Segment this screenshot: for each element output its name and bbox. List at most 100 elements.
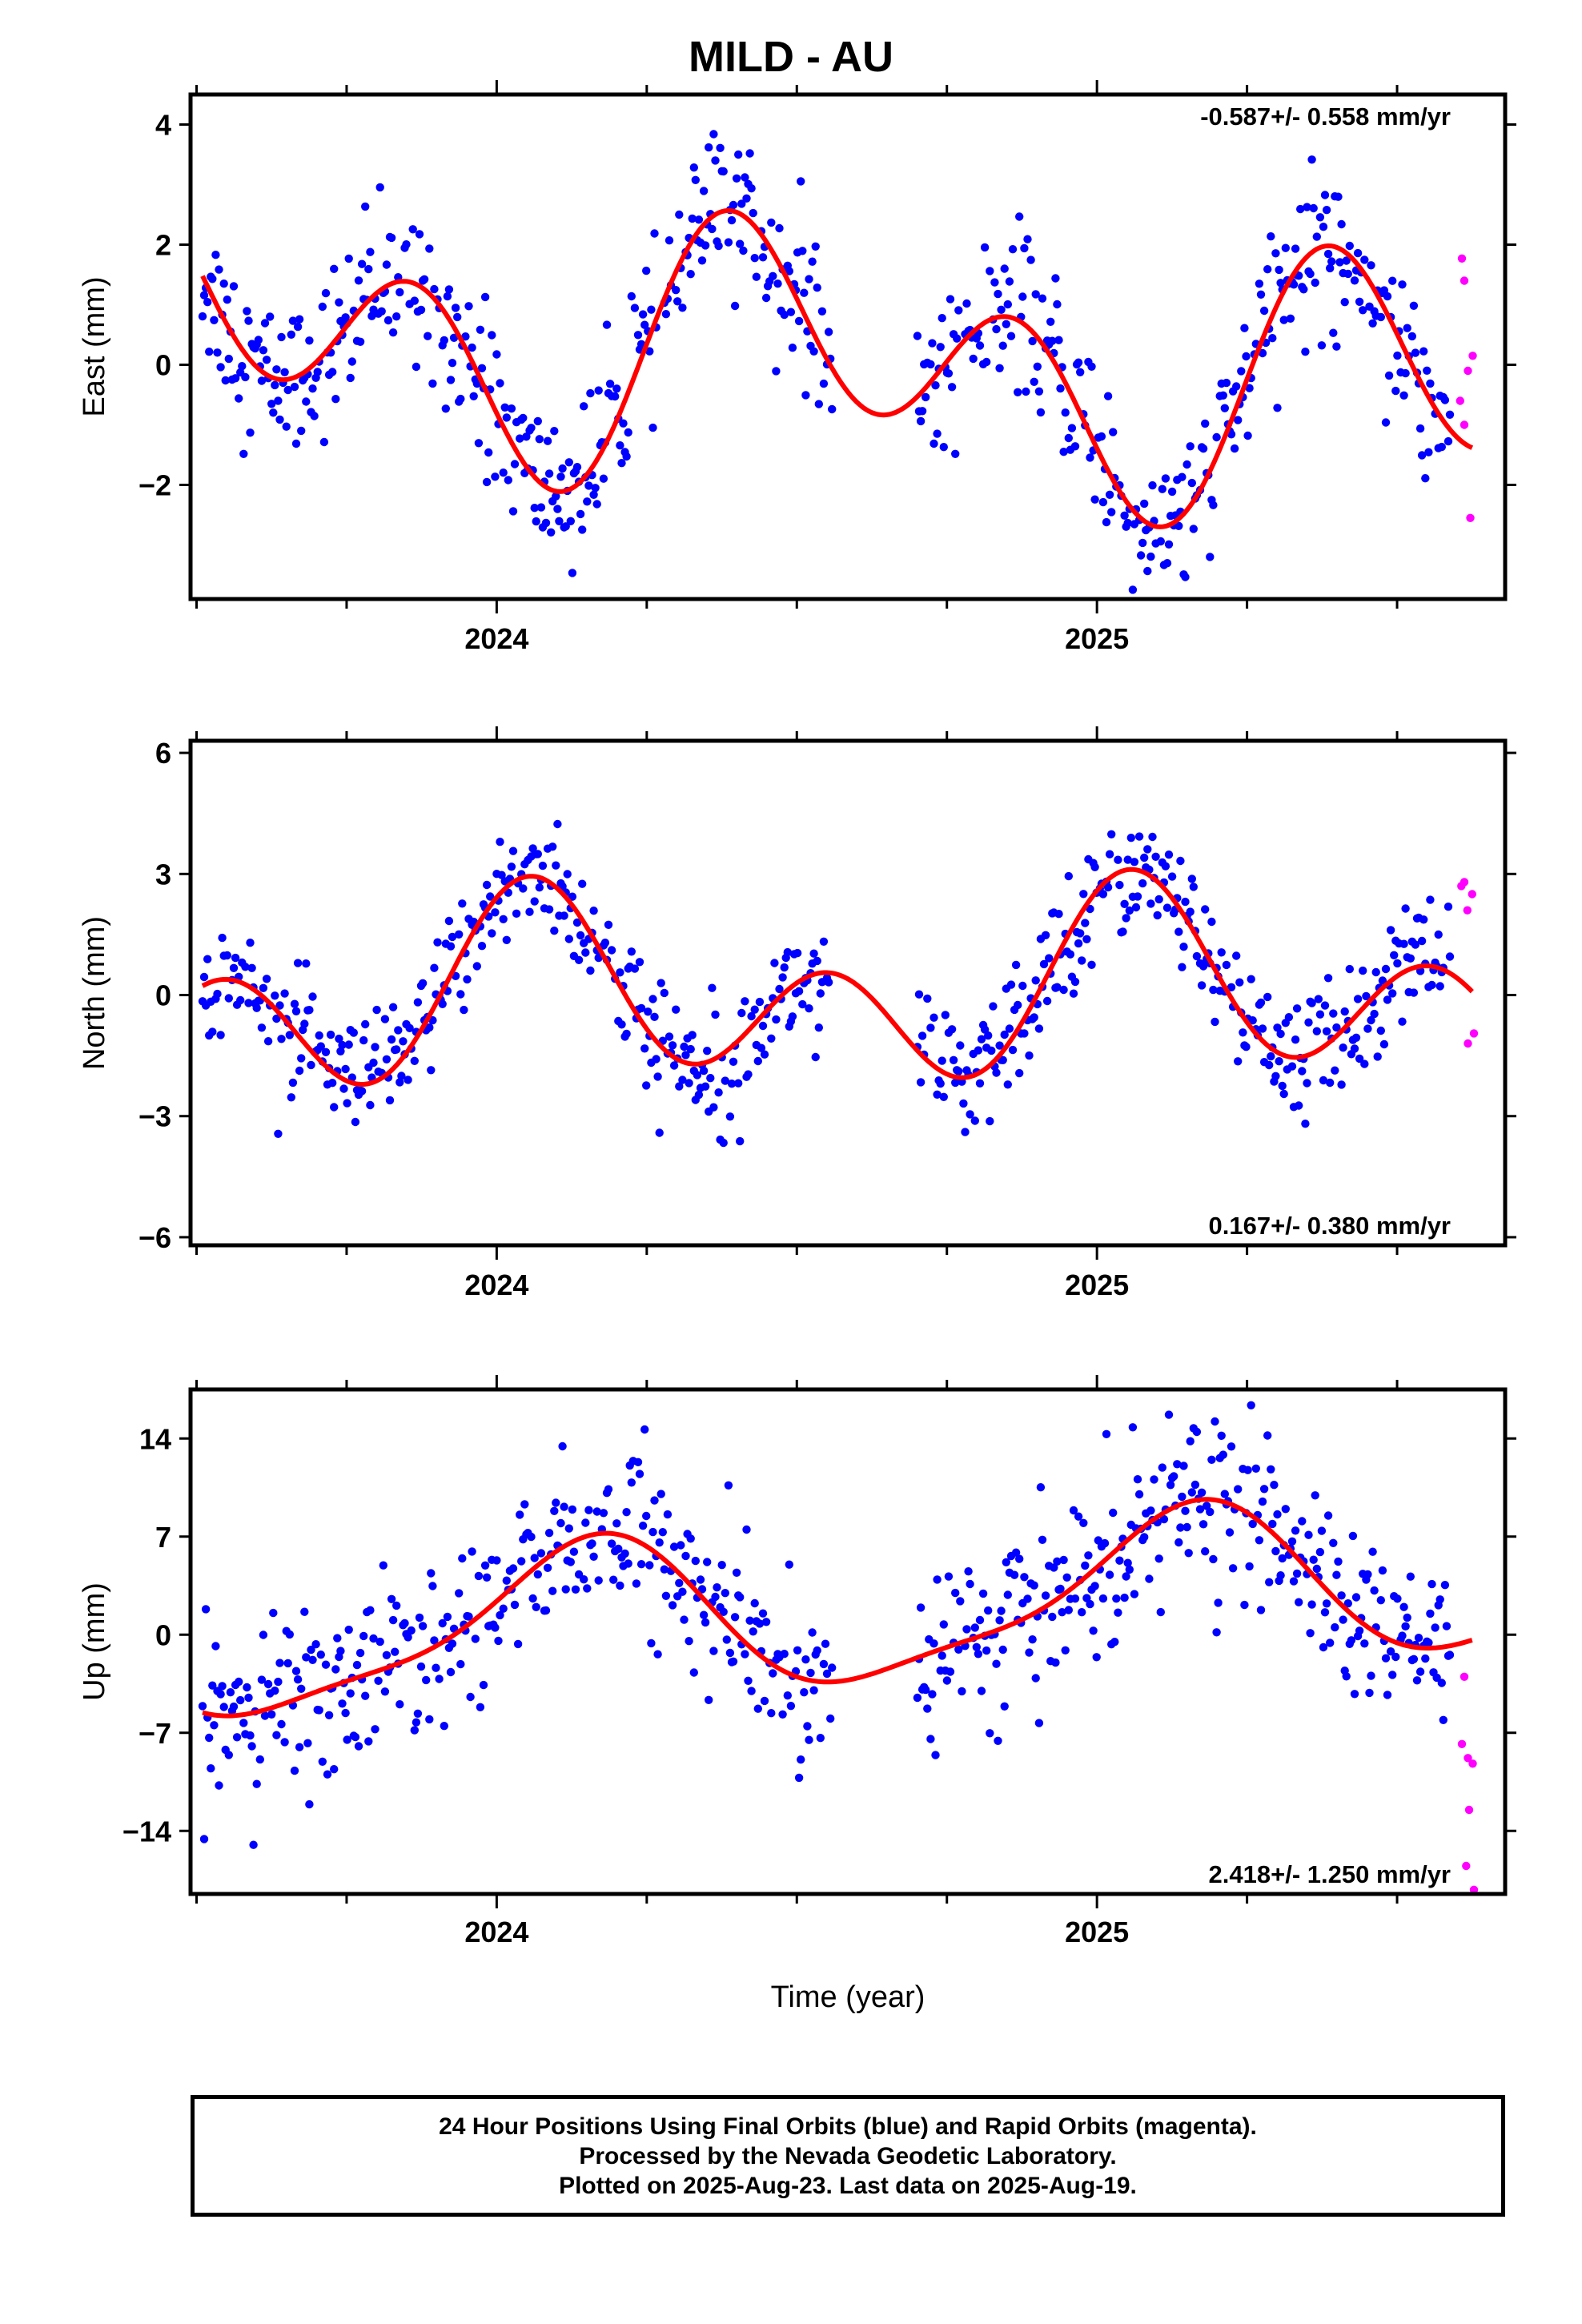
north-final-point xyxy=(359,1035,368,1045)
north-final-point xyxy=(280,989,289,998)
up-final-point xyxy=(703,1558,712,1566)
up-final-point xyxy=(1409,1655,1419,1663)
east-final-point xyxy=(761,293,771,303)
up-final-point xyxy=(809,1686,818,1695)
north-final-point xyxy=(287,1093,295,1102)
east-final-point xyxy=(599,474,608,483)
up-final-point xyxy=(482,1573,492,1582)
east-final-point xyxy=(1090,495,1099,504)
up-final-point xyxy=(323,1770,332,1779)
east-final-point xyxy=(1120,511,1129,520)
up-final-point xyxy=(995,1616,1004,1625)
north-final-point xyxy=(502,935,511,945)
east-final-point xyxy=(1303,203,1311,211)
up-final-point xyxy=(609,1575,618,1584)
y-tick-label: −6 xyxy=(139,1221,171,1254)
y-tick-label: 0 xyxy=(155,349,171,382)
east-final-point xyxy=(355,337,365,346)
up-final-point xyxy=(966,1579,974,1589)
north-final-point xyxy=(1211,1017,1219,1027)
up-final-point xyxy=(923,1704,932,1713)
east-final-point xyxy=(1161,474,1170,483)
up-final-point xyxy=(806,1668,815,1678)
up-final-point xyxy=(1317,1526,1327,1535)
north-frame xyxy=(188,738,1508,1248)
up-final-point xyxy=(255,1755,264,1764)
east-final-point xyxy=(750,254,759,263)
east-final-point xyxy=(1006,332,1016,340)
up-final-point xyxy=(502,1576,511,1585)
east-final-point xyxy=(686,270,695,279)
north-final-point xyxy=(246,939,255,947)
up-final-point xyxy=(1399,1602,1408,1611)
up-final-point xyxy=(1130,1590,1139,1598)
up-final-point xyxy=(997,1606,1006,1615)
north-final-point xyxy=(448,932,457,942)
east-final-point xyxy=(477,364,487,372)
north-final-point xyxy=(1134,832,1144,841)
up-final-point xyxy=(1243,1466,1252,1474)
north-final-point xyxy=(644,1007,652,1016)
north-final-point xyxy=(627,947,636,956)
east-final-point xyxy=(1164,540,1174,549)
east-final-point xyxy=(1383,292,1392,301)
north-final-point xyxy=(622,1029,631,1039)
east-final-point xyxy=(1343,269,1353,279)
east-final-point xyxy=(287,330,295,339)
up-final-point xyxy=(978,1589,988,1598)
up-final-point xyxy=(369,1634,378,1643)
east-final-point xyxy=(591,484,600,493)
east-final-point xyxy=(926,360,935,369)
north-final-point xyxy=(460,1005,468,1015)
north-final-point xyxy=(1154,895,1163,904)
north-final-point xyxy=(1006,980,1016,989)
east-final-point xyxy=(630,304,640,312)
footer-line-3: Plotted on 2025-Aug-23. Last data on 202… xyxy=(559,2172,1137,2199)
east-final-point xyxy=(1255,279,1264,288)
up-final-point xyxy=(297,1684,306,1693)
north-final-point xyxy=(552,861,560,870)
north-final-point xyxy=(1314,995,1323,1003)
north-rapid-point xyxy=(1460,878,1469,887)
up-final-point xyxy=(260,1711,270,1720)
up-final-point xyxy=(736,1593,745,1602)
east-final-point xyxy=(293,322,303,332)
north-final-point xyxy=(770,959,779,967)
north-final-point xyxy=(966,1110,974,1119)
up-final-point xyxy=(1219,1450,1228,1459)
up-final-point xyxy=(1191,1480,1200,1490)
east-final-point xyxy=(482,477,492,487)
up-final-point xyxy=(1154,1554,1163,1563)
north-final-point xyxy=(1079,890,1088,899)
east-final-point xyxy=(1329,328,1338,337)
up-final-point xyxy=(689,1668,698,1677)
up-final-point xyxy=(1287,1537,1297,1546)
east-final-point xyxy=(1309,203,1318,213)
east-rapid-point xyxy=(1456,396,1465,405)
up-final-point xyxy=(1267,1465,1275,1474)
north-final-point xyxy=(694,1090,704,1100)
east-final-point xyxy=(1311,278,1319,287)
up-final-point xyxy=(1240,1600,1249,1610)
up-final-point xyxy=(1320,1608,1330,1617)
up-final-point xyxy=(361,1691,370,1700)
east-final-point xyxy=(519,413,528,423)
up-final-point xyxy=(1069,1506,1078,1515)
east-final-point xyxy=(469,392,478,400)
east-final-point xyxy=(430,284,439,294)
up-final-point xyxy=(1370,1586,1379,1595)
north-final-point xyxy=(1340,1007,1349,1016)
east-final-point xyxy=(476,325,485,334)
up-final-point xyxy=(1365,1688,1374,1698)
up-final-point xyxy=(769,1669,777,1678)
north-final-point xyxy=(1087,960,1096,970)
up-final-point xyxy=(428,1582,437,1590)
y-tick-label: 2 xyxy=(155,229,171,262)
up-final-point xyxy=(592,1507,601,1516)
north-final-point xyxy=(917,1031,927,1040)
up-final-point xyxy=(583,1584,592,1593)
north-final-point xyxy=(1031,976,1040,985)
north-final-point xyxy=(410,1056,419,1066)
east-final-point xyxy=(954,306,963,315)
up-final-point xyxy=(496,1610,504,1620)
